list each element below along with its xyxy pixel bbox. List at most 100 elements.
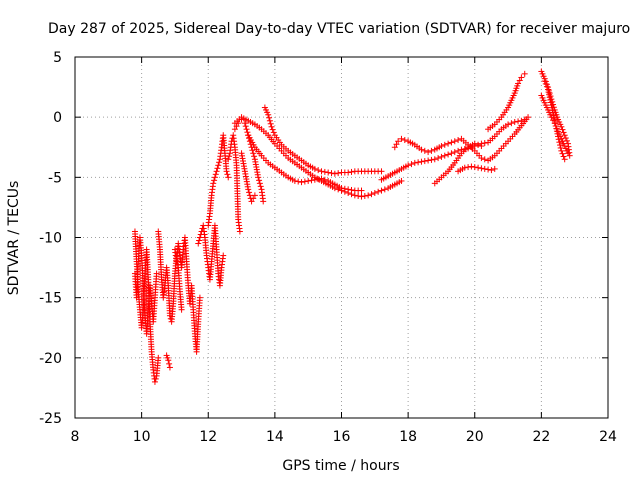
data-point: [214, 165, 221, 172]
y-tick-label: 0: [53, 110, 62, 126]
data-point: [266, 114, 273, 121]
x-tick-label: 10: [133, 429, 151, 445]
axis-ticks: 8 10 12 14 16 18 20 22 24 -25 -20 -15 -10 -5 0 5: [39, 50, 617, 445]
data-point: [361, 192, 368, 199]
data-point: [265, 111, 272, 118]
data-point: [341, 185, 348, 192]
data-point: [451, 149, 458, 156]
data-point: [471, 164, 478, 171]
data-point: [488, 167, 495, 174]
data-point: [441, 152, 448, 159]
data-point: [445, 140, 452, 147]
data-point: [251, 192, 258, 199]
data-point: [166, 364, 173, 371]
data-point: [560, 153, 567, 160]
data-point: [255, 174, 262, 181]
data-point: [355, 192, 362, 199]
data-point: [250, 150, 257, 157]
data-point: [391, 144, 398, 151]
data-point: [246, 189, 253, 196]
data-point: [153, 270, 160, 277]
data-point: [561, 132, 568, 139]
data-point: [155, 354, 162, 361]
data-point: [438, 143, 445, 150]
data-point: [178, 306, 185, 313]
x-tick-label: 12: [199, 429, 217, 445]
data-point: [195, 240, 202, 247]
data-point: [468, 163, 475, 170]
data-point: [248, 198, 255, 205]
grid-lines: [75, 57, 608, 418]
data-point: [244, 129, 251, 136]
data-point: [243, 126, 250, 133]
data-point: [321, 176, 328, 183]
data-point: [455, 147, 462, 154]
data-point: [305, 177, 312, 184]
data-point: [431, 156, 438, 163]
data-point: [455, 137, 462, 144]
x-tick-label: 18: [399, 429, 417, 445]
data-point: [475, 164, 482, 171]
data-point: [295, 178, 302, 185]
data-point: [478, 165, 485, 172]
data-point: [257, 183, 264, 190]
data-point: [311, 165, 318, 172]
data-point: [405, 162, 412, 169]
data-point: [325, 169, 332, 176]
data-point: [212, 171, 219, 178]
data-point: [315, 167, 322, 174]
data-point: [508, 120, 515, 127]
data-point: [338, 185, 345, 192]
data-point: [418, 158, 425, 165]
x-axis-label: GPS time / hours: [282, 458, 399, 474]
data-point: [213, 168, 220, 175]
data-point: [448, 150, 455, 157]
data-point: [225, 174, 232, 181]
y-tick-label: -10: [39, 231, 62, 247]
data-point: [559, 150, 566, 157]
data-point: [331, 170, 338, 177]
data-point: [298, 179, 305, 186]
data-point: [428, 147, 435, 154]
data-point: [256, 180, 263, 187]
x-tick-label: 24: [599, 429, 617, 445]
data-point: [505, 121, 512, 128]
data-point: [308, 177, 315, 184]
data-point: [481, 156, 488, 163]
data-point: [256, 177, 263, 184]
data-point: [408, 161, 415, 168]
data-point: [233, 123, 240, 130]
data-point: [231, 126, 238, 133]
data-point: [236, 228, 243, 235]
data-point: [418, 146, 425, 153]
data-point: [345, 169, 352, 176]
data-point: [368, 191, 375, 198]
data-point: [415, 159, 422, 166]
y-axis-label: SDTVAR / TECUs: [6, 181, 22, 296]
data-points: [131, 68, 573, 385]
data-point: [358, 193, 365, 200]
data-point: [268, 123, 275, 130]
data-point: [226, 153, 233, 160]
data-point: [358, 187, 365, 194]
data-point: [425, 149, 432, 156]
x-tick-label: 14: [266, 429, 284, 445]
data-point: [395, 138, 402, 145]
data-point: [315, 176, 322, 183]
data-point: [266, 117, 273, 124]
data-point: [267, 120, 274, 127]
data-point: [561, 156, 568, 163]
data-point: [348, 168, 355, 175]
data-point: [481, 140, 488, 147]
data-point: [242, 123, 249, 130]
data-point: [211, 177, 218, 184]
data-point: [375, 188, 382, 195]
data-point: [151, 378, 158, 385]
y-tick-label: -20: [39, 351, 62, 367]
data-point: [245, 186, 252, 193]
data-point: [335, 170, 342, 177]
data-point: [378, 187, 385, 194]
data-point: [165, 357, 172, 364]
data-point: [515, 118, 522, 125]
